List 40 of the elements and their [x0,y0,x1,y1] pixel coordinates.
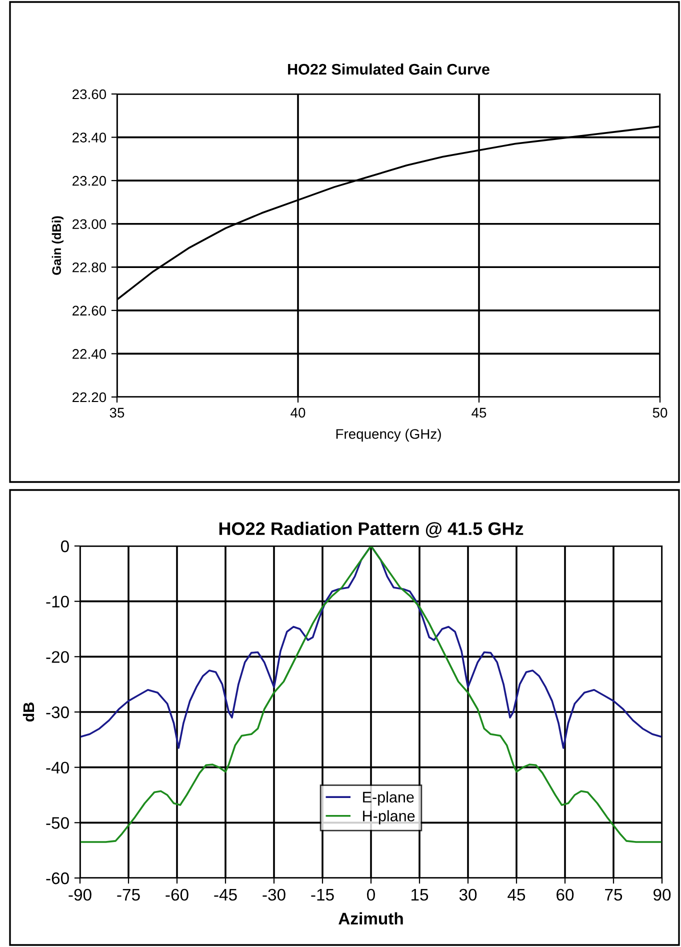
y-tick-label: 23.40 [72,132,106,142]
chart-title: HO22 Radiation Pattern @ 41.5 GHz [219,522,524,538]
x-tick-label: 35 [110,408,124,418]
x-tick-label: 45 [472,408,486,418]
x-tick-label: 30 [459,888,477,901]
x-tick-label: 75 [605,889,622,901]
legend-label: E-plane [363,791,414,806]
y-tick-label: 22.80 [72,262,106,272]
x-tick-label: -30 [262,888,286,901]
y-tick-label: -40 [46,762,69,774]
x-tick-label: 45 [508,889,526,901]
chart-title: HO22 Simulated Gain Curve [288,63,490,75]
x-tick-label: -75 [117,889,140,901]
x-tick-label: 0 [367,888,375,901]
y-tick-label: 22.20 [72,392,106,402]
y-axis-title: Gain (dBi) [52,216,64,275]
y-tick-label: 23.00 [72,219,106,230]
x-axis-title: Frequency (GHz) [336,428,441,442]
y-tick-label: -10 [46,596,69,608]
x-tick-label: 15 [412,889,428,901]
x-tick-label: 40 [290,408,306,418]
y-tick-label: -50 [46,817,69,829]
y-tick-label: 22.40 [72,349,106,359]
y-tick-label: 22.60 [72,306,106,316]
y-tick-label: -30 [46,706,69,718]
y-tick-label: -60 [46,872,69,884]
y-tick-label: -20 [46,651,69,663]
x-tick-label: 50 [652,408,668,418]
x-axis-title: Azimuth [338,912,403,925]
x-tick-label: 60 [556,888,574,901]
x-tick-label: -60 [166,888,188,901]
y-tick-label: 0 [60,540,69,552]
y-tick-label: 23.20 [72,176,106,186]
x-tick-label: -45 [214,889,237,901]
y-tick-label: 23.60 [72,89,106,100]
x-tick-label: -15 [311,889,334,901]
x-tick-label: 90 [654,888,671,901]
x-tick-label: -90 [68,888,92,901]
legend-label: H-plane [363,810,415,824]
y-axis-title: dB [22,702,34,722]
